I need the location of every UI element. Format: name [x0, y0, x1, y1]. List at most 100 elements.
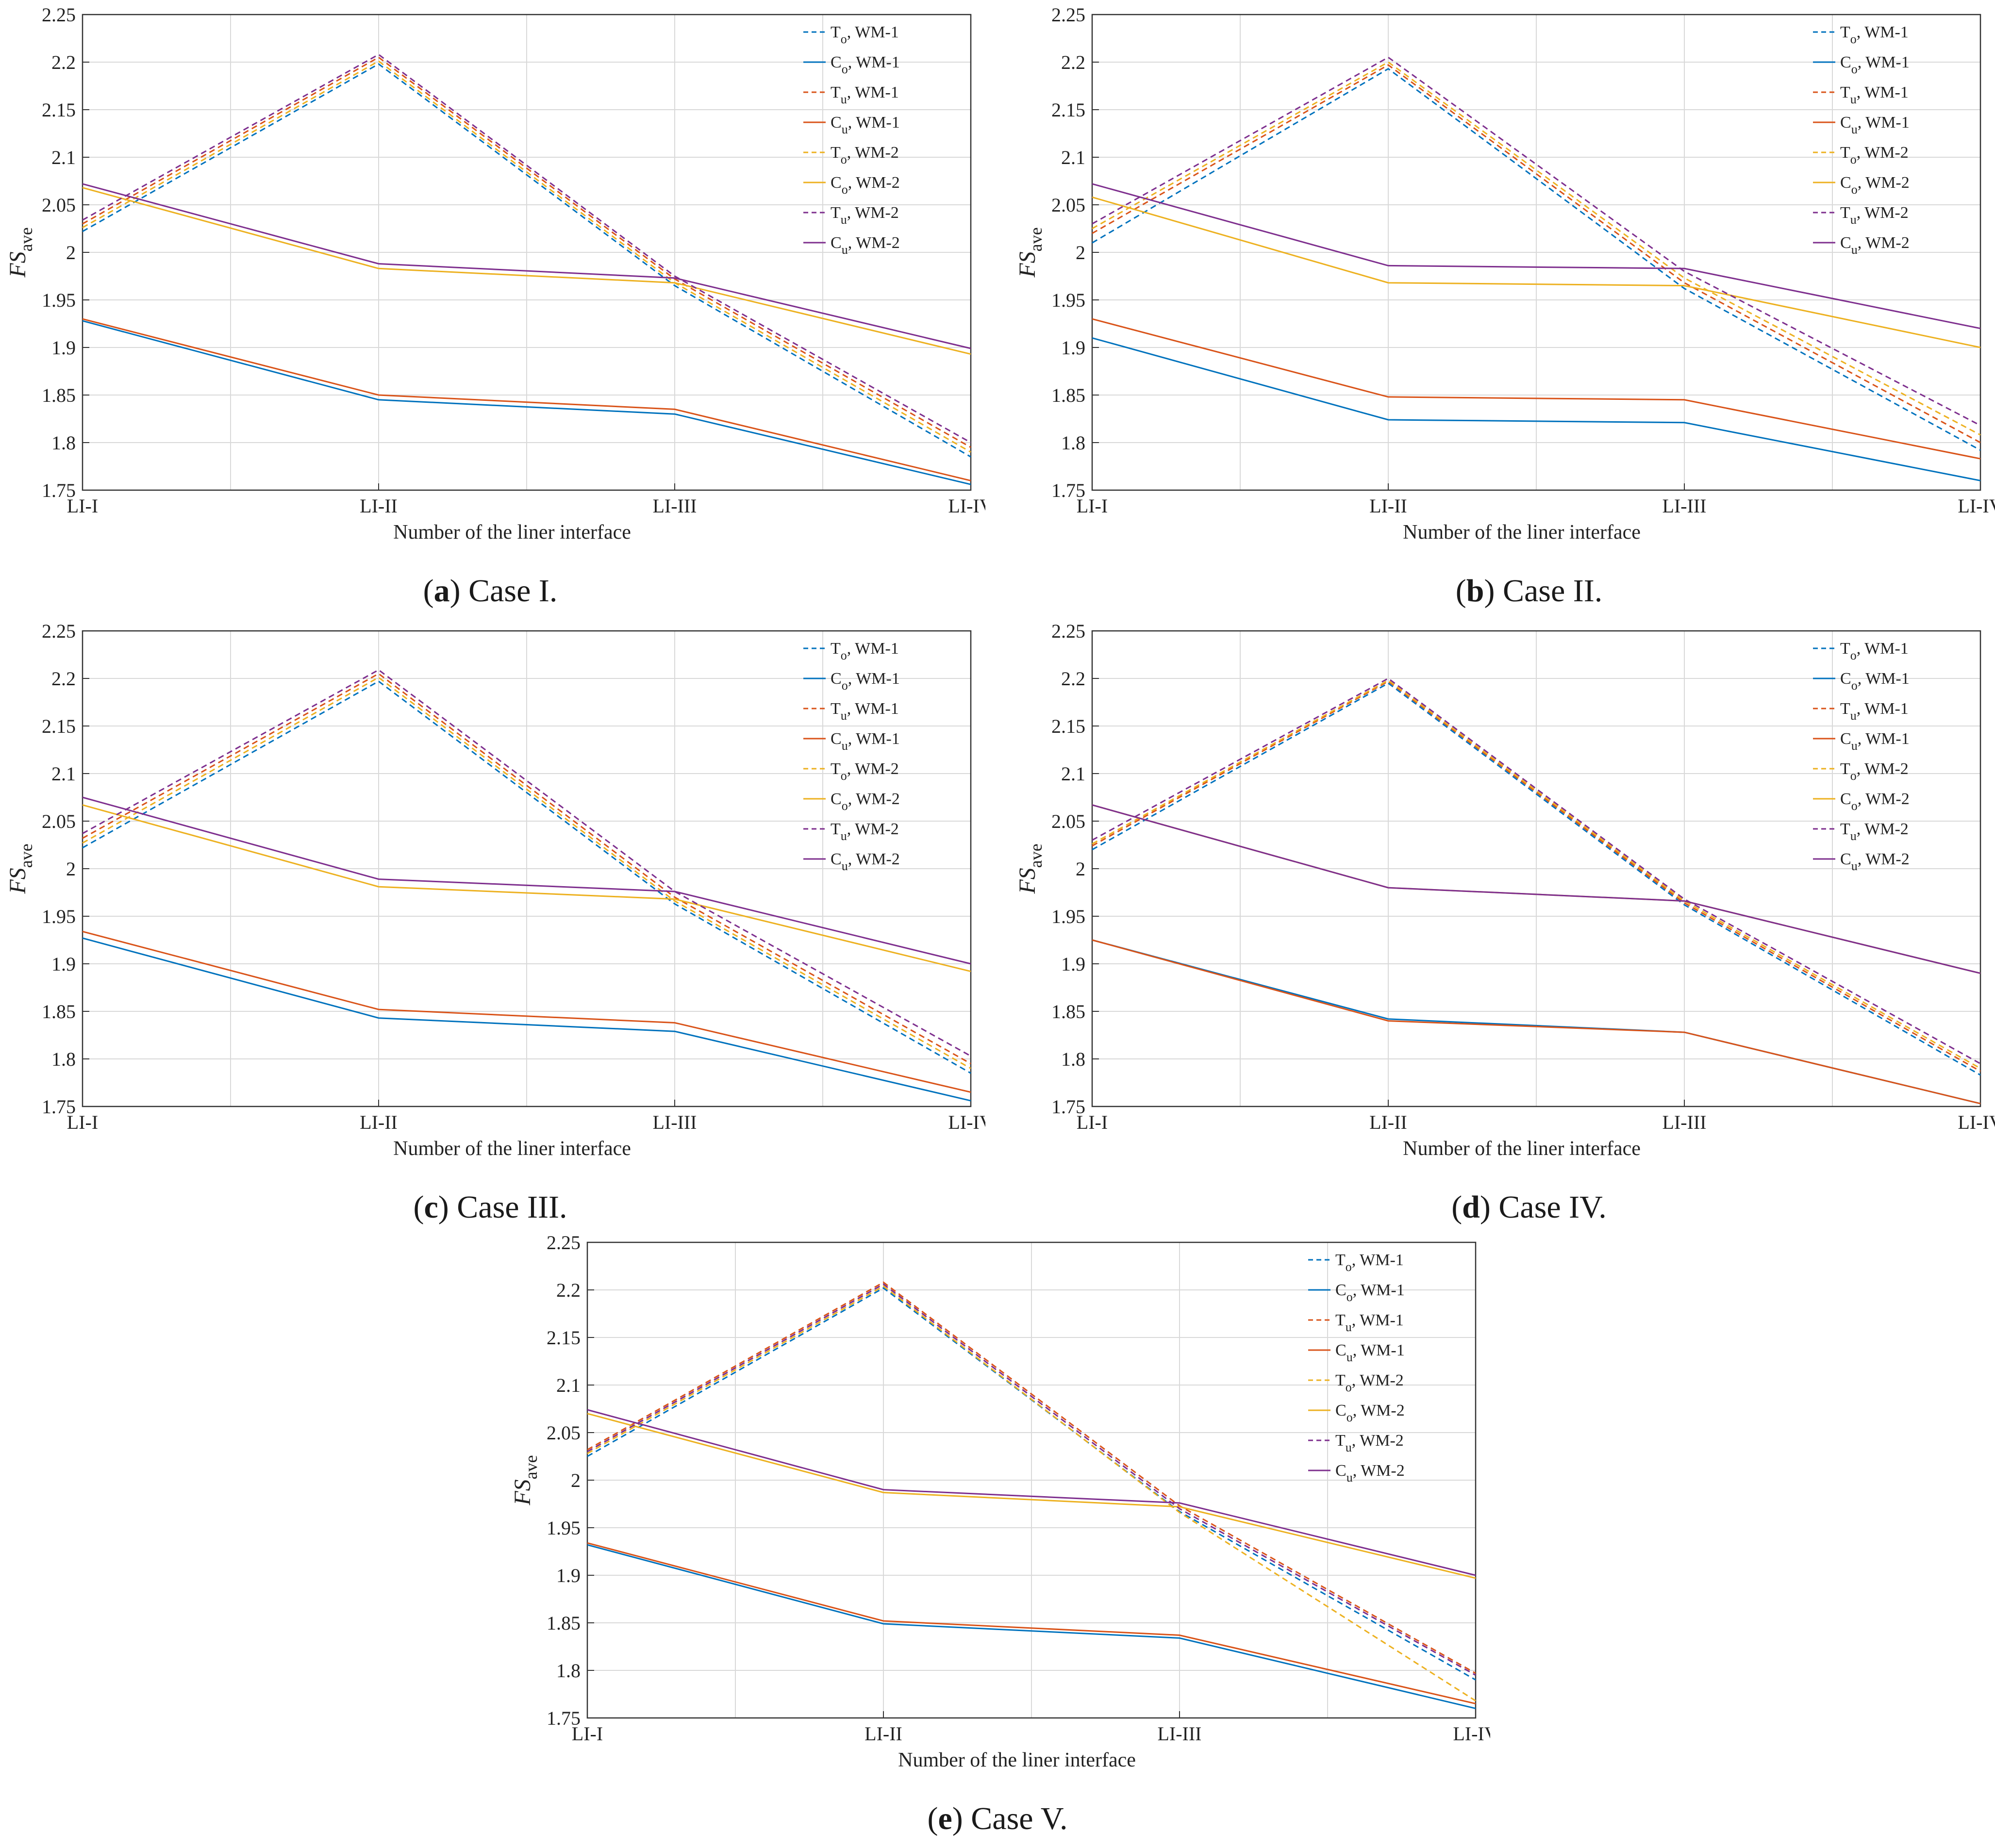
series-line [82, 187, 971, 355]
legend-label: To, WM-2 [1335, 1371, 1404, 1394]
series-line [82, 796, 971, 965]
axis-frame [586, 1241, 1477, 1719]
legend-label-main: T [1840, 820, 1850, 838]
y-tick-label: 2.25 [547, 1232, 581, 1254]
caption-letter: b [1466, 573, 1484, 609]
legend-label-main: T [831, 144, 841, 162]
caption-case-iii: (c) Case III. [413, 1189, 567, 1225]
y-tick-label: 2.1 [1061, 147, 1085, 168]
legend-label-rest: , WM-2 [1857, 144, 1909, 162]
y-tick-label: 2.2 [1061, 668, 1085, 690]
y-tick-label: 2.15 [1051, 715, 1085, 737]
legend-label-subscript: o [1851, 182, 1858, 197]
legend-label-rest: , WM-2 [847, 144, 899, 162]
chart-case-i: 1.75 1.8 1.85 1.9 1.95 2 2.05 2.1 2.15 2.2 2.25 LI-… [5, 4, 985, 544]
legend-label-rest: , WM-1 [1353, 1341, 1405, 1359]
y-axis-title-subscript: ave [17, 843, 36, 868]
caption-case-iv: (d) Case IV. [1451, 1189, 1607, 1225]
x-axis-title: Number of the liner interface [393, 1138, 631, 1160]
axis-frame [1091, 630, 1981, 1107]
legend-label-subscript: u [1851, 739, 1858, 753]
legend-label-subscript: u [1850, 213, 1857, 227]
legend-label-main: C [1840, 730, 1851, 748]
legend-label-rest: , WM-2 [848, 234, 900, 252]
legend-label-rest: , WM-1 [847, 700, 899, 718]
y-tick-label: 2 [571, 1469, 581, 1491]
series-line [1092, 939, 1981, 1105]
y-axis-title-main: FS [5, 251, 31, 278]
x-axis-title: Number of the liner interface [898, 1749, 1136, 1771]
legend-label-subscript: o [1850, 769, 1857, 783]
legend-label-subscript: o [842, 678, 848, 693]
caption-text: Case II. [1502, 573, 1603, 609]
legend-label-rest: , WM-2 [1353, 1462, 1405, 1480]
y-tick-label: 1.9 [51, 337, 76, 359]
y-tick-label: 2.25 [1051, 4, 1085, 26]
legend-label-rest: , WM-1 [1353, 1281, 1405, 1299]
x-tick-label: LI-I [1077, 1111, 1108, 1133]
y-tick-label: 1.85 [547, 1612, 581, 1634]
y-tick-label: 1.85 [1051, 384, 1085, 406]
caption-letter: d [1462, 1189, 1480, 1225]
legend-label-main: C [831, 850, 842, 868]
legend-label-subscript: u [842, 243, 848, 257]
legend-label-rest: , WM-1 [1352, 1311, 1404, 1329]
chart-panel-case-i: 1.75 1.8 1.85 1.9 1.95 2 2.05 2.1 2.15 2.2 2.25 LI-… [0, 0, 985, 563]
legend-label-main: T [831, 83, 841, 101]
legend-label-main: C [1335, 1281, 1347, 1299]
legend-label-rest: , WM-2 [1858, 850, 1910, 868]
x-tick-label: LI-II [360, 495, 398, 517]
legend-label-rest: , WM-2 [848, 850, 900, 868]
legend-label-rest: , WM-2 [1857, 760, 1909, 778]
x-tick-label: LI-III [652, 1111, 697, 1133]
chart-case-ii: 1.75 1.8 1.85 1.9 1.95 2 2.05 2.1 2.15 2.2 2.25 LI-… [1014, 4, 1995, 544]
y-tick-label: 1.95 [42, 289, 76, 311]
legend-label-subscript: u [841, 92, 847, 106]
legend-label-main: T [1840, 760, 1850, 778]
y-tick-label: 1.75 [42, 479, 76, 501]
legend-label: Co, WM-2 [1840, 174, 1910, 197]
y-tick-label: 1.75 [1051, 1096, 1085, 1118]
legend-label-subscript: u [1851, 859, 1858, 873]
legend-label: Tu, WM-2 [831, 204, 899, 227]
legend-label: Tu, WM-2 [1335, 1432, 1404, 1454]
series-line [82, 63, 971, 458]
series-line [1092, 61, 1981, 436]
legend-label: Tu, WM-1 [831, 83, 899, 106]
series-line [587, 1409, 1476, 1576]
y-tick-label: 2 [1076, 242, 1085, 264]
legend-label-main: T [1840, 23, 1850, 41]
legend-label-subscript: u [1347, 1470, 1353, 1485]
caption-letter: a [433, 573, 450, 609]
legend-label-subscript: o [841, 648, 847, 662]
legend-label-rest: , WM-1 [847, 23, 899, 41]
legend-label: Cu, WM-1 [1840, 114, 1910, 136]
series-line [1092, 196, 1981, 348]
legend-label-main: C [831, 730, 842, 748]
axis-frame [82, 14, 972, 491]
y-tick-label: 1.85 [1051, 1001, 1085, 1023]
legend-label-main: C [1840, 174, 1851, 192]
legend-label: Cu, WM-2 [831, 850, 900, 873]
legend-label: To, WM-1 [831, 640, 899, 662]
legend-label-subscript: o [841, 769, 847, 783]
legend-label-main: C [831, 174, 842, 192]
chart-case-v: 1.75 1.8 1.85 1.9 1.95 2 2.05 2.1 2.15 2.2 2.25 LI-… [510, 1232, 1490, 1771]
series-line [1092, 677, 1981, 1065]
legend-label: To, WM-2 [1840, 144, 1909, 166]
legend-label: Co, WM-1 [1840, 53, 1910, 76]
y-tick-label: 1.8 [51, 1048, 76, 1070]
legend-label-rest: , WM-1 [848, 730, 900, 748]
x-tick-label: LI-I [67, 1111, 98, 1133]
y-tick-label: 1.8 [556, 1660, 581, 1682]
legend-label-rest: , WM-1 [848, 114, 900, 132]
x-tick-label: LI-III [1662, 495, 1706, 517]
y-axis-title: FSave [1014, 843, 1046, 894]
legend-label-subscript: u [842, 739, 848, 753]
chart-case-iii: 1.75 1.8 1.85 1.9 1.95 2 2.05 2.1 2.15 2.2 2.25 LI-… [5, 620, 985, 1160]
series-line [1092, 679, 1981, 1069]
y-tick-label: 2 [66, 858, 76, 880]
caption-case-v: (e) Case V. [927, 1801, 1068, 1836]
y-tick-label: 1.85 [42, 384, 76, 406]
series-line [1092, 67, 1981, 451]
